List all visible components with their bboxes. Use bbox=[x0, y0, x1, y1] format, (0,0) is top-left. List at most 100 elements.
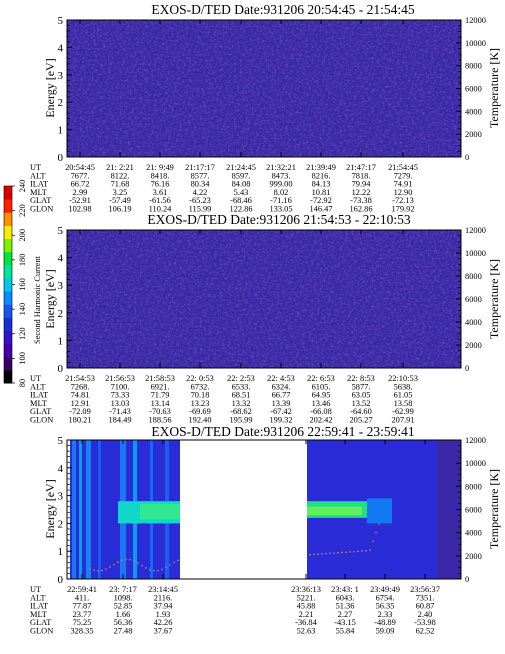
table-cell: 6754. bbox=[376, 593, 395, 602]
table-cell: 180.21 bbox=[68, 416, 91, 425]
colorbar-tick-label: 160 bbox=[18, 278, 27, 291]
temperature-dot bbox=[357, 550, 359, 553]
temperature-dot bbox=[97, 570, 99, 572]
table-cell: -64.60 bbox=[350, 407, 372, 416]
table-cell: 77.87 bbox=[73, 602, 92, 611]
table-cell: 22: 0:53 bbox=[186, 374, 214, 383]
y2tick-label: 8000 bbox=[465, 272, 482, 281]
table-cell: 102.98 bbox=[68, 205, 91, 214]
colorbar-tick-label: 220 bbox=[18, 204, 27, 217]
temperature-dot bbox=[369, 549, 371, 551]
table-cell: -72.92 bbox=[310, 196, 332, 205]
table-cell: 79.94 bbox=[352, 180, 372, 189]
table-cell: 146.47 bbox=[309, 205, 332, 214]
y2tick-label: 10000 bbox=[465, 459, 486, 468]
table-cell: 8.02 bbox=[274, 188, 289, 197]
table-cell: 12.90 bbox=[394, 188, 413, 197]
table-cell: -71.16 bbox=[270, 196, 292, 205]
table-cell: 21: 2:21 bbox=[106, 163, 134, 172]
table-cell: 179.92 bbox=[391, 205, 414, 214]
panel-1-y2label: Temperature [K] bbox=[487, 48, 501, 128]
table-cell: 110.24 bbox=[149, 205, 173, 214]
table-cell: -69.69 bbox=[189, 407, 211, 416]
colorbar-swatch bbox=[4, 291, 12, 305]
table-cell: 202.42 bbox=[309, 416, 332, 425]
panel-3: EXOS-D/TED Date:931206 22:59:41 - 23:59:… bbox=[30, 424, 501, 636]
table-cell: 1.93 bbox=[156, 610, 171, 619]
table-cell: 188.56 bbox=[148, 416, 171, 425]
segment-1-band-core bbox=[140, 503, 180, 520]
table-cell: 8473. bbox=[272, 171, 291, 180]
table-cell: 3.61 bbox=[153, 188, 168, 197]
ytick-label: 1 bbox=[58, 125, 64, 137]
colorbar-ticks: 80 100 120 140 160 180 200 220 240 bbox=[12, 180, 27, 387]
panel-3-spectrogram bbox=[70, 440, 461, 579]
table-row-label: UT bbox=[30, 585, 41, 594]
table-cell: 13.14 bbox=[151, 399, 171, 408]
table-cell: 56.36 bbox=[114, 618, 133, 627]
colorbar-swatch bbox=[4, 317, 12, 331]
ytick-label: 3 bbox=[58, 491, 64, 503]
temperature-dot bbox=[169, 564, 171, 566]
segment-2-band-core bbox=[307, 506, 362, 516]
table-cell: 1.66 bbox=[116, 610, 131, 619]
panel-2-ylabel: Energy [eV] bbox=[43, 269, 57, 328]
table-cell: 1098. bbox=[114, 593, 133, 602]
colorbar-tick-label: 80 bbox=[18, 379, 27, 387]
table-cell: 21:24:45 bbox=[226, 163, 256, 172]
table-cell: 74.91 bbox=[394, 180, 413, 189]
temperature-dot bbox=[361, 550, 363, 552]
temperature-dot bbox=[165, 566, 167, 569]
table-cell: -71.43 bbox=[109, 407, 131, 416]
table-cell: 8122. bbox=[111, 171, 130, 180]
table-cell: -70.63 bbox=[149, 407, 171, 416]
temperature-dot bbox=[149, 569, 151, 571]
table-cell: 6732. bbox=[191, 382, 210, 391]
spectrogram-streak bbox=[86, 440, 91, 579]
table-cell: 63.05 bbox=[352, 391, 371, 400]
table-cell: 7100. bbox=[111, 382, 130, 391]
temperature-dot bbox=[117, 561, 119, 563]
temperature-dot bbox=[129, 558, 131, 561]
table-cell: 71.68 bbox=[111, 180, 130, 189]
table-cell: 22:59:41 bbox=[67, 585, 97, 594]
panel-2-title: EXOS-D/TED Date:931206 21:54:53 - 22:10:… bbox=[147, 212, 410, 227]
table-cell: 205.27 bbox=[349, 416, 372, 425]
table-cell: 162.86 bbox=[349, 205, 372, 214]
table-cell: 75.25 bbox=[73, 618, 92, 627]
temperature-dot bbox=[137, 562, 139, 564]
temperature-dot bbox=[157, 569, 159, 572]
temperature-dot bbox=[372, 540, 374, 543]
panel-2: EXOS-D/TED Date:931206 21:54:53 - 22:10:… bbox=[30, 212, 501, 425]
table-cell: -62.99 bbox=[392, 407, 414, 416]
temperature-dot bbox=[341, 551, 343, 554]
table-row-label: ILAT bbox=[30, 602, 48, 611]
table-row-label: UT bbox=[30, 374, 41, 383]
temperature-dot bbox=[345, 551, 347, 553]
table-cell: 73.33 bbox=[111, 391, 130, 400]
table-cell: 22: 6:53 bbox=[307, 374, 335, 383]
temperature-dot bbox=[333, 552, 335, 554]
colorbar-tick-label: 140 bbox=[18, 303, 27, 316]
table-cell: -72.09 bbox=[69, 407, 91, 416]
table-cell: 23:49:49 bbox=[370, 585, 400, 594]
table-cell: -65.23 bbox=[189, 196, 211, 205]
table-cell: 2.27 bbox=[338, 610, 353, 619]
y2tick-label: 10000 bbox=[465, 39, 486, 48]
table-cell: -73.38 bbox=[350, 196, 372, 205]
colorbar-swatch bbox=[4, 212, 12, 226]
table-cell: 21:58:53 bbox=[145, 374, 175, 383]
table-cell: 13.39 bbox=[272, 399, 291, 408]
table-cell: 8597. bbox=[232, 171, 251, 180]
colorbar-swatch bbox=[4, 225, 12, 240]
temperature-dot bbox=[145, 567, 147, 569]
panel-3-y2label: Temperature [K] bbox=[487, 469, 501, 549]
table-cell: 74.81 bbox=[71, 391, 90, 400]
colorbar-tick-label: 240 bbox=[18, 180, 27, 193]
table-cell: 13.32 bbox=[232, 399, 251, 408]
colorbar: 80 100 120 140 160 180 200 220 240 Second Harmon… bbox=[3, 180, 42, 387]
table-cell: 23.77 bbox=[73, 610, 92, 619]
colorbar-swatch bbox=[4, 304, 12, 318]
table-cell: 2.33 bbox=[378, 610, 393, 619]
